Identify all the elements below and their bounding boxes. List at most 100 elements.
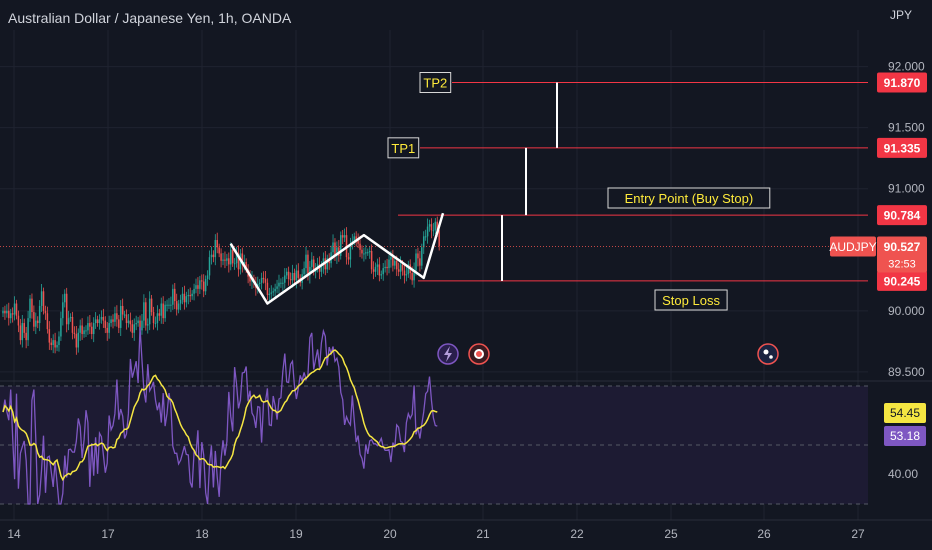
candle-body — [19, 325, 22, 341]
candle-body — [378, 264, 381, 276]
candle-body — [380, 274, 383, 276]
candle-body — [98, 319, 101, 324]
candle-body — [81, 325, 83, 335]
candle-body — [44, 310, 47, 314]
candle-body — [197, 285, 199, 289]
candle-body — [322, 258, 325, 266]
australia-flag-icon[interactable] — [757, 343, 779, 365]
candle-body — [174, 288, 176, 302]
candle-body — [104, 320, 107, 328]
candle-body — [112, 319, 114, 322]
candle-body — [181, 293, 184, 300]
level-price-label: 91.870 — [884, 76, 921, 90]
candle-body — [260, 277, 263, 283]
flag-icon-star — [763, 349, 769, 355]
candle-body — [401, 264, 404, 271]
annotation-label: TP2 — [423, 76, 447, 91]
level-price-label: 90.245 — [884, 274, 921, 288]
candle-body — [392, 257, 394, 266]
candle-body — [426, 226, 429, 237]
candle-body — [48, 329, 51, 343]
candle-body — [428, 224, 431, 227]
symbol-label: AUDJPY — [829, 240, 876, 254]
rsi-line — [2, 326, 438, 505]
candle-body — [87, 323, 89, 331]
candle-body — [407, 264, 410, 275]
candle-body — [245, 262, 247, 270]
candle-body — [193, 288, 195, 294]
candle-body — [152, 312, 155, 324]
candle-body — [222, 259, 224, 261]
currency-label: JPY — [890, 8, 913, 22]
time-tick-label: 26 — [757, 527, 771, 541]
candle-body — [31, 298, 33, 313]
candle-body — [91, 326, 93, 335]
candle-body — [312, 259, 315, 272]
rsi-value-badge — [884, 426, 926, 446]
candle-body — [241, 253, 244, 265]
symbol-badge — [830, 236, 876, 257]
candle-body — [336, 247, 338, 256]
candle-body — [430, 224, 433, 231]
candle-body — [131, 324, 134, 333]
candle-body — [42, 291, 45, 311]
candle-body — [106, 327, 108, 333]
candle-body — [116, 313, 118, 320]
candle-body — [79, 325, 81, 333]
candle-body — [67, 318, 70, 325]
candle-body — [264, 279, 267, 283]
candle-body — [133, 324, 135, 333]
candle-body — [119, 305, 122, 328]
candle-body — [210, 254, 213, 258]
candle-body — [121, 305, 124, 315]
annotation-label: Entry Point (Buy Stop) — [625, 191, 754, 206]
candle-body — [229, 249, 232, 265]
candle-body — [135, 323, 137, 325]
candle-body — [168, 304, 170, 306]
candle-body — [143, 302, 145, 321]
candle-body — [303, 268, 305, 275]
candle-body — [353, 236, 356, 242]
candle-body — [160, 303, 163, 316]
candle-body — [235, 253, 238, 264]
candle-body — [355, 236, 357, 241]
candle-body — [368, 251, 371, 253]
candle-body — [73, 332, 76, 335]
candle-body — [25, 332, 27, 341]
candle-body — [108, 323, 110, 333]
candle-body — [405, 274, 408, 276]
time-tick-label: 27 — [851, 527, 865, 541]
candle-body — [11, 313, 14, 315]
candle-body — [166, 304, 168, 306]
candle-body — [280, 282, 282, 284]
candle-body — [201, 280, 203, 282]
candle-body — [397, 269, 400, 272]
annotation-box — [607, 187, 771, 209]
price-tick-label: 89.500 — [888, 365, 925, 379]
candle-body — [424, 236, 427, 238]
candle-body — [21, 323, 24, 341]
annotation-box — [387, 137, 420, 159]
candle-body — [29, 298, 31, 319]
candle-body — [52, 340, 54, 346]
level-price-badge — [877, 205, 927, 226]
candle-body — [287, 271, 290, 280]
candle-body — [282, 282, 284, 284]
candle-body — [27, 318, 29, 341]
candle-body — [293, 272, 296, 281]
candle-body — [320, 265, 323, 272]
candle-body — [77, 332, 80, 348]
time-tick-label: 22 — [570, 527, 584, 541]
candle-body — [347, 257, 350, 260]
candle-body — [249, 276, 251, 282]
candle-body — [102, 316, 105, 321]
candle-body — [127, 320, 130, 324]
annotation-label: TP1 — [391, 141, 415, 156]
time-tick-label: 17 — [101, 527, 115, 541]
candle-body — [295, 270, 298, 281]
candle-body — [65, 293, 68, 325]
level-price-label: 91.335 — [884, 141, 921, 155]
candle-body — [9, 313, 12, 319]
candle-body — [438, 230, 440, 247]
